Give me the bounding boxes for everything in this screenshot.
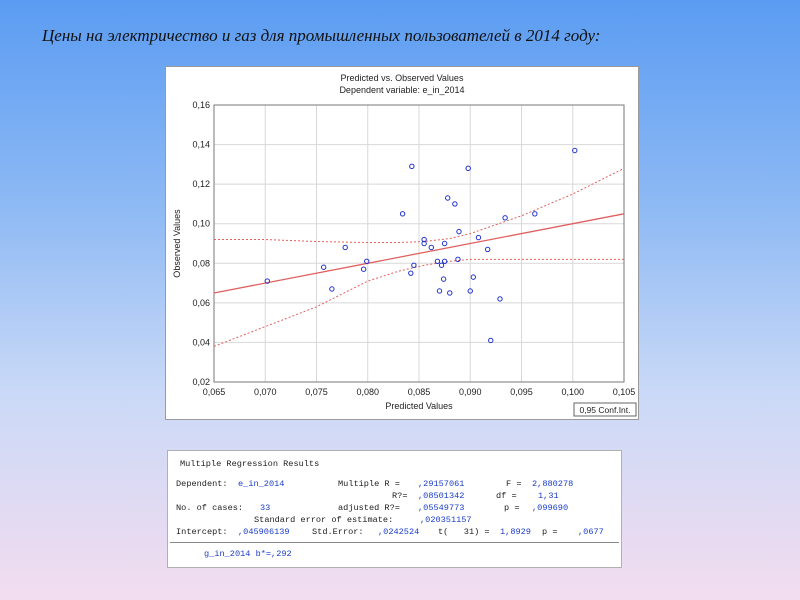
- t-label: t( 31) =: [438, 527, 490, 537]
- r2-value: ,08501342: [418, 491, 465, 501]
- data-point: [421, 236, 427, 243]
- data-point: [455, 256, 461, 263]
- r2-label: R?=: [392, 491, 408, 501]
- data-point: [488, 337, 494, 344]
- x-tick-label: 0,105: [613, 387, 636, 397]
- std-error-estimate-value: ,020351157: [420, 515, 472, 525]
- dependent-label: Dependent:: [176, 479, 228, 489]
- y-tick-label: 0,12: [192, 179, 210, 189]
- x-tick-label: 0,085: [408, 387, 431, 397]
- x-tick-label: 0,090: [459, 387, 482, 397]
- regression-results-panel: Multiple Regression Results Dependent: e…: [167, 450, 622, 568]
- intercept-p-value: ,0677: [578, 527, 604, 537]
- x-tick-label: 0,095: [510, 387, 533, 397]
- chart-subtitle: Dependent variable: e_in_2014: [339, 85, 464, 95]
- data-point: [572, 147, 578, 154]
- x-tick-label: 0,100: [561, 387, 584, 397]
- data-point: [428, 244, 434, 251]
- dependent-value: e_in_2014: [238, 479, 285, 489]
- chart-panel: Predicted vs. Observed Values Dependent v…: [165, 66, 639, 420]
- data-point: [434, 258, 441, 265]
- adjusted-r2-label: adjusted R?=: [338, 503, 400, 513]
- confidence-lower-line: [213, 258, 624, 347]
- y-tick-label: 0,04: [192, 337, 210, 347]
- p-value: ,099690: [532, 503, 569, 513]
- y-tick-label: 0,14: [192, 140, 210, 150]
- y-tick-label: 0,06: [192, 298, 210, 308]
- legend-label: 0,95 Conf.Int.: [579, 405, 630, 415]
- intercept-value: ,045906139: [238, 527, 290, 537]
- data-point: [436, 288, 443, 294]
- intercept-p-label: p =: [542, 527, 558, 537]
- df-label: df =: [496, 491, 517, 501]
- data-point: [441, 240, 448, 247]
- f-label: F =: [506, 479, 522, 489]
- df-value: 1,31: [538, 491, 559, 501]
- data-point: [502, 215, 508, 221]
- chart-title: Predicted vs. Observed Values: [341, 73, 464, 83]
- regression-fit-line: [213, 213, 625, 294]
- separator-line: [170, 542, 619, 543]
- legend-box: [573, 402, 637, 417]
- std-error-estimate-label: Standard error of estimate:: [254, 515, 394, 525]
- y-tick-label: 0,08: [192, 258, 210, 268]
- y-tick-label: 0,02: [192, 377, 210, 387]
- data-point: [465, 165, 471, 172]
- data-point: [409, 163, 415, 170]
- intercept-label: Intercept:: [176, 527, 228, 537]
- data-point: [497, 296, 503, 302]
- data-point: [329, 286, 335, 292]
- multiple-r-value: ,29157061: [418, 479, 465, 489]
- y-axis-label: Observed Values: [172, 209, 182, 278]
- x-tick-label: 0,075: [305, 387, 328, 397]
- data-point: [447, 290, 453, 296]
- multiple-r-label: Multiple R =: [338, 479, 400, 489]
- data-point: [475, 234, 482, 241]
- data-point: [342, 244, 348, 251]
- x-axis-label: Predicted Values: [385, 401, 453, 411]
- confidence-upper-line: [214, 167, 625, 244]
- data-point: [532, 211, 538, 217]
- data-point: [441, 258, 448, 265]
- plot-border: [213, 104, 625, 383]
- intercept-se-label: Std.Error:: [312, 527, 364, 537]
- intercept-se-value: ,0242524: [378, 527, 420, 537]
- data-point: [264, 278, 271, 284]
- p-label: p =: [504, 503, 520, 513]
- slide-title: Цены на электричество и газ для промышле…: [42, 26, 601, 45]
- t-value: 1,8929: [500, 527, 531, 537]
- data-point: [440, 276, 447, 282]
- y-tick-label: 0,16: [192, 100, 210, 110]
- data-point: [456, 228, 462, 235]
- data-point: [452, 201, 458, 207]
- f-value: 2,880278: [532, 479, 574, 489]
- data-point: [484, 246, 491, 253]
- data-point: [470, 274, 477, 280]
- data-point: [360, 266, 367, 272]
- data-point: [438, 262, 445, 268]
- regression-header: Multiple Regression Results: [180, 459, 320, 469]
- data-point: [408, 270, 414, 276]
- data-point: [364, 258, 370, 265]
- y-tick-label: 0,10: [192, 219, 210, 229]
- data-point: [320, 264, 327, 270]
- data-point: [445, 195, 451, 201]
- x-tick-label: 0,065: [203, 387, 226, 397]
- cases-label: No. of cases:: [176, 503, 244, 513]
- cases-value: 33: [260, 503, 271, 513]
- data-point: [411, 262, 417, 268]
- coefficient-row: g_in_2014 b*=,292: [204, 549, 292, 559]
- x-tick-label: 0,080: [356, 387, 379, 397]
- scatter-chart: Predicted vs. Observed Values Dependent v…: [172, 73, 637, 417]
- data-point: [467, 288, 473, 294]
- adjusted-r2-value: ,05549773: [418, 503, 465, 513]
- data-point: [399, 211, 406, 217]
- x-tick-label: 0,070: [254, 387, 277, 397]
